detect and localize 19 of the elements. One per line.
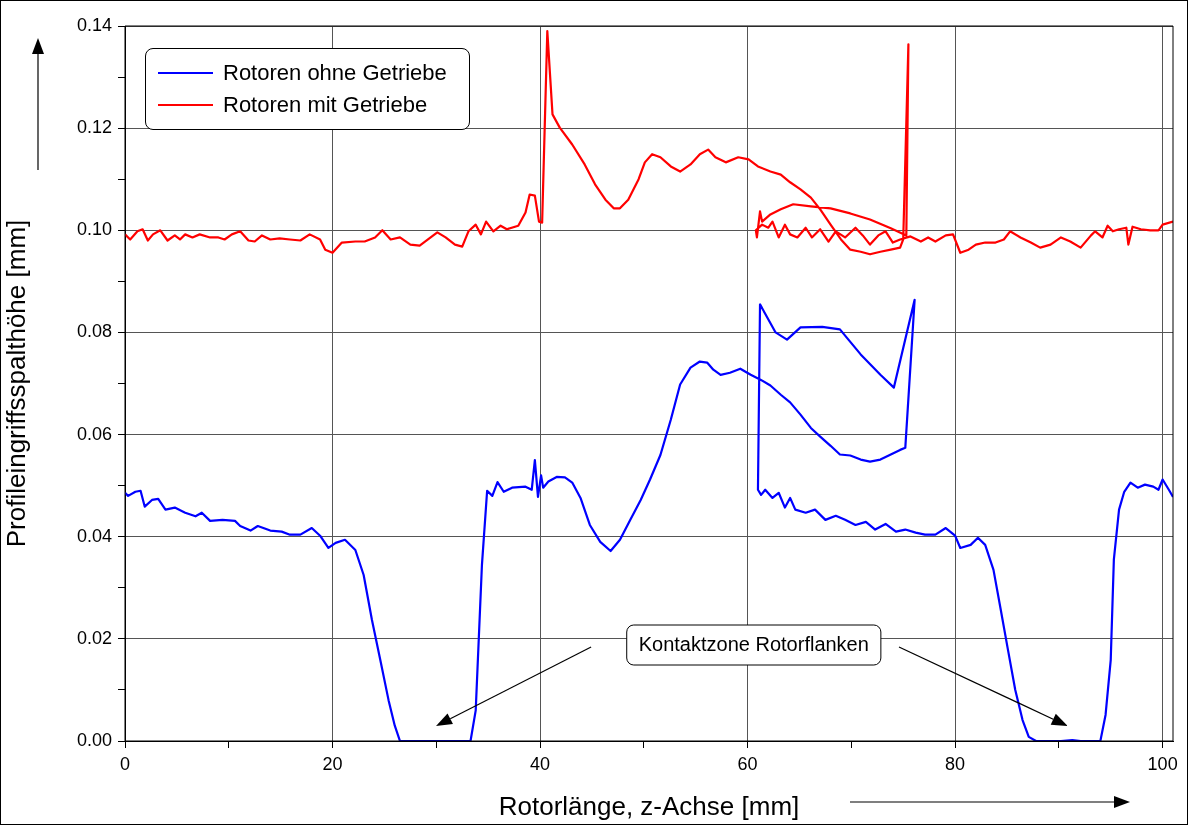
y-tick-label: 0.08: [76, 321, 112, 342]
x-tick-label: 20: [322, 753, 343, 774]
legend-label: Rotoren ohne Getriebe: [223, 59, 447, 87]
x-tick-label: 0: [119, 753, 131, 774]
y-tick-label: 0.10: [76, 219, 112, 240]
x-tick-label: 80: [945, 753, 966, 774]
x-tick-label: 100: [1147, 753, 1178, 774]
y-tick-label: 0.14: [76, 14, 112, 35]
legend-label: Rotoren mit Getriebe: [223, 91, 428, 119]
y-tick-label: 0.02: [76, 627, 112, 648]
x-tick-label: 40: [530, 753, 551, 774]
y-tick-label: 0.04: [76, 525, 112, 546]
annotation: Kontaktzone Rotorflanken: [638, 632, 869, 655]
x-axis-title: Rotorlänge, z-Achse [mm]: [498, 790, 800, 821]
y-tick-label: 0.00: [76, 729, 112, 750]
y-tick-label: 0.12: [76, 117, 112, 138]
x-tick-label: 60: [737, 753, 758, 774]
y-tick-label: 0.06: [76, 423, 112, 444]
y-axis-title: Profileingriffsspalthöhe [mm]: [0, 219, 31, 548]
